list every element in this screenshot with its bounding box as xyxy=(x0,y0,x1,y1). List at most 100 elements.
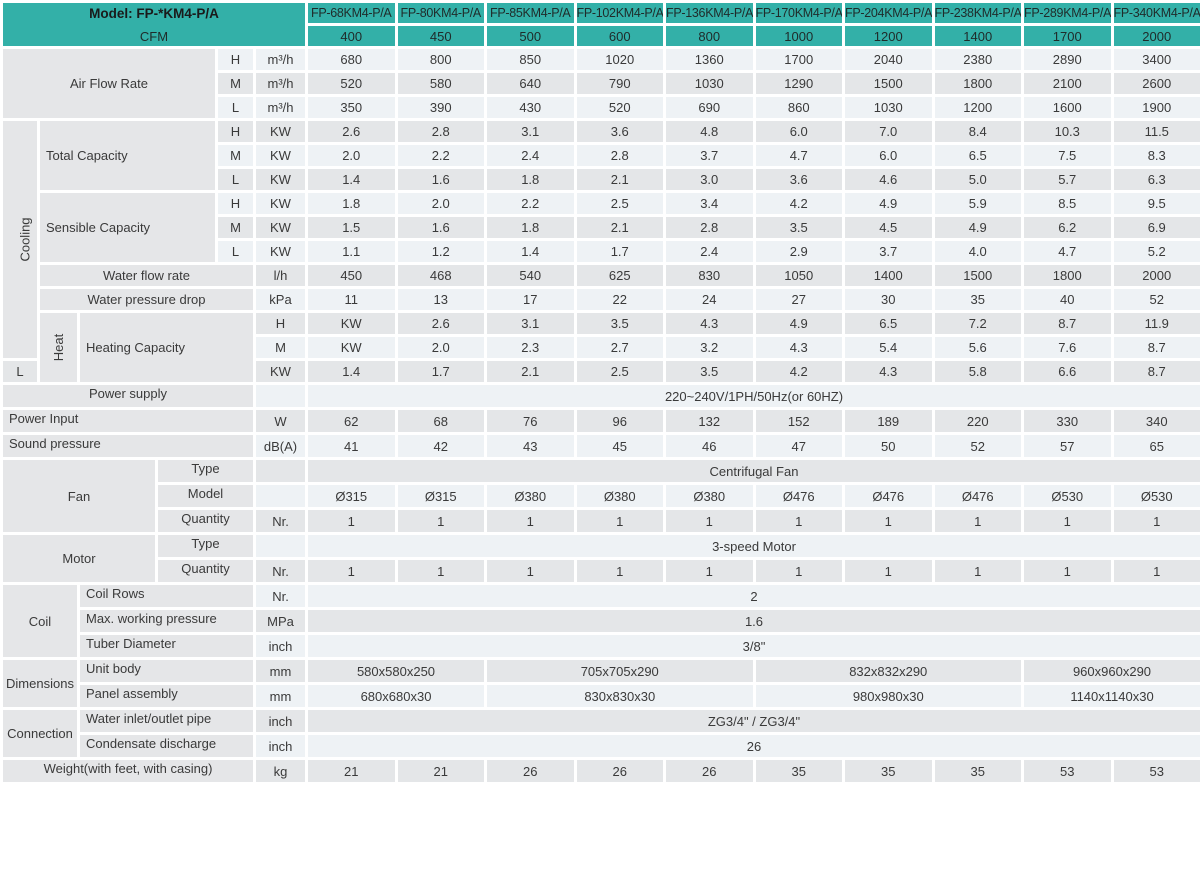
table-row: Panel assembly mm 680x680x30 830x830x30 980x… xyxy=(2,682,1200,710)
unit-cell: Nr. xyxy=(253,557,308,585)
table-row: Power supply 220~240V/1PH/50Hz(or 60HZ) xyxy=(0,382,1200,410)
value-cell: 9.5 xyxy=(1110,190,1200,217)
value-cell: 1200 xyxy=(931,94,1024,121)
value-cell: 5.6 xyxy=(931,334,1024,361)
unit-cell: KW xyxy=(253,142,308,169)
table-row: M KW 1.5 1.6 1.8 2.1 2.8 3.5 4.5 4.9 6.2 6.9 xyxy=(2,214,1200,241)
value-cell: 52 xyxy=(1110,286,1200,313)
table-row: Power Input W 62 68 76 96 132 152 189 220 330 340 xyxy=(0,407,1200,435)
value-cell: 3.5 xyxy=(573,310,666,337)
value-cell: 40 xyxy=(1021,286,1114,313)
value-cell: 47 xyxy=(752,432,845,460)
value-cell: 45 xyxy=(573,432,666,460)
value-cell: 8.7 xyxy=(1110,358,1200,385)
cfm-value: 1700 xyxy=(1021,23,1114,49)
value-cell: 65 xyxy=(1110,432,1200,460)
value-cell: 1800 xyxy=(1021,262,1114,289)
value-cell: 1800 xyxy=(931,70,1024,97)
table-row: Heat Heating Capacity H KW 2.6 3.1 3.5 4.3 4.9 6.… xyxy=(2,310,1200,385)
value-cell: 1030 xyxy=(842,94,935,121)
value-cell: 1 xyxy=(394,507,487,535)
value-cell: 4.8 xyxy=(663,118,756,145)
row-label-motor-quantity: Quantity xyxy=(155,557,256,585)
value-cell: 4.2 xyxy=(752,358,845,385)
value-cell: 2 xyxy=(305,582,1200,610)
value-cell: 21 xyxy=(305,757,398,785)
unit-cell: kPa xyxy=(253,286,308,313)
value-cell: 4.9 xyxy=(752,310,845,337)
value-cell: 62 xyxy=(305,407,398,435)
level-cell: L xyxy=(215,166,256,193)
value-cell: 5.4 xyxy=(842,334,935,361)
value-cell: 220~240V/1PH/50Hz(or 60HZ) xyxy=(305,382,1200,410)
value-cell: 468 xyxy=(394,262,487,289)
row-label-water-pressure-drop: Water pressure drop xyxy=(37,286,256,313)
value-cell: 830x830x30 xyxy=(484,682,756,710)
table-row: Model Ø315 Ø315 Ø380 Ø380 Ø380 Ø476 Ø476 Ø476 Ø53… xyxy=(2,482,1200,510)
row-label-fan-quantity: Quantity xyxy=(155,507,256,535)
value-cell: 1020 xyxy=(573,46,666,73)
value-cell: Ø380 xyxy=(573,482,666,510)
value-cell: 1 xyxy=(752,507,845,535)
level-cell: M xyxy=(215,214,256,241)
value-cell: 1 xyxy=(394,557,487,585)
value-cell: 1500 xyxy=(931,262,1024,289)
table-row: Dimensions Unit body mm 580x580x250 705x705x… xyxy=(0,657,1200,710)
value-cell: 1900 xyxy=(1110,94,1200,121)
value-cell: 3/8" xyxy=(305,632,1200,660)
model-name: FP-85KM4-P/A xyxy=(484,0,577,26)
unit-cell: inch xyxy=(253,632,308,660)
cfm-value: 1000 xyxy=(752,23,845,49)
cfm-value: 400 xyxy=(305,23,398,49)
table-row: Water flow rate l/h 450 468 540 625 830 1050 140… xyxy=(2,262,1200,289)
spec-table: Model: FP-*KM4-P/A CFM FP-68KM4-P/A FP-80KM… xyxy=(0,0,1200,785)
value-cell: 4.3 xyxy=(842,358,935,385)
value-cell: 960x960x290 xyxy=(1021,657,1200,685)
value-cell: 68 xyxy=(394,407,487,435)
model-name: FP-68KM4-P/A xyxy=(305,0,398,26)
value-cell: 4.6 xyxy=(842,166,935,193)
cfm-value: 800 xyxy=(663,23,756,49)
value-cell: 1 xyxy=(484,557,577,585)
row-label-fan-type: Type xyxy=(155,457,256,485)
row-label-motor-type: Type xyxy=(155,532,256,560)
value-cell: 1.4 xyxy=(305,166,398,193)
row-label-fan-model: Model xyxy=(155,482,256,510)
row-label-heating-capacity: Heating Capacity xyxy=(77,310,256,385)
value-cell: 26 xyxy=(663,757,756,785)
value-cell: 6.5 xyxy=(931,142,1024,169)
value-cell: 520 xyxy=(305,70,398,97)
value-cell: 2040 xyxy=(842,46,935,73)
value-cell: 11.9 xyxy=(1110,310,1200,337)
value-cell: 30 xyxy=(842,286,935,313)
group-label-motor: Motor xyxy=(0,532,158,585)
value-cell: 10.3 xyxy=(1021,118,1114,145)
row-label-water-flow-rate: Water flow rate xyxy=(37,262,256,289)
value-cell: 3.7 xyxy=(842,238,935,265)
unit-cell: KW xyxy=(253,190,308,217)
value-cell: 46 xyxy=(663,432,756,460)
value-cell: 850 xyxy=(484,46,577,73)
table-row: Tuber Diameter inch 3/8" xyxy=(2,632,1200,660)
unit-cell: KW xyxy=(253,166,308,193)
row-label-sound-pressure: Sound pressure xyxy=(0,432,256,460)
value-cell: 35 xyxy=(842,757,935,785)
unit-cell: KW xyxy=(253,118,308,145)
row-label-power-input: Power Input xyxy=(0,407,256,435)
value-cell: 17 xyxy=(484,286,577,313)
table-row: Water pressure drop kPa 11 13 17 22 24 27 30 35 40… xyxy=(2,286,1200,313)
value-cell: 350 xyxy=(305,94,398,121)
value-cell: 2.6 xyxy=(394,310,487,337)
value-cell: 1 xyxy=(752,557,845,585)
value-cell: 2.2 xyxy=(394,142,487,169)
table-row: Motor Type 3-speed Motor xyxy=(0,532,1200,585)
level-cell: L xyxy=(215,238,256,265)
value-cell: 4.9 xyxy=(842,190,935,217)
value-cell: 3.7 xyxy=(663,142,756,169)
value-cell: 625 xyxy=(573,262,666,289)
unit-cell: Nr. xyxy=(253,582,308,610)
value-cell: 6.5 xyxy=(842,310,935,337)
